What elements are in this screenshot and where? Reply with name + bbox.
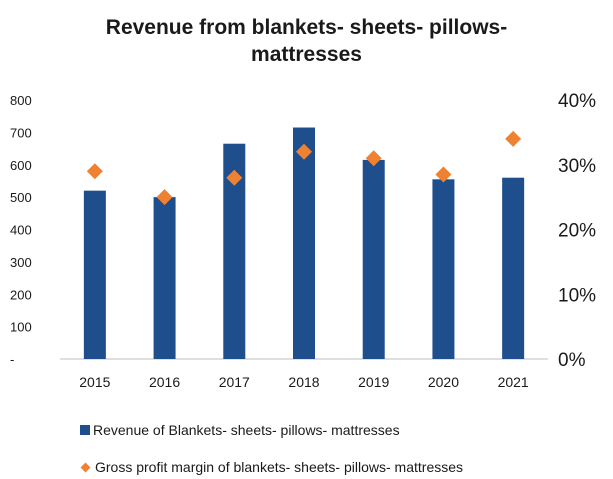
chart-title: Revenue from blankets- sheets- pillows- …: [0, 14, 613, 68]
legend-item-margin: Gross profit margin of blankets- sheets-…: [80, 459, 463, 475]
x-tick-label: 2016: [149, 374, 180, 390]
y-right-tick-label: 10%: [558, 285, 596, 306]
y-left-tick-label: -: [10, 352, 14, 367]
bar: [502, 177, 525, 359]
margin-point: [156, 189, 173, 206]
legend-item-revenue: Revenue of Blankets- sheets- pillows- ma…: [80, 422, 400, 438]
margin-point: [435, 166, 452, 183]
y-left-tick-label: 700: [10, 125, 32, 140]
margin-point: [365, 150, 382, 167]
x-tick-label: 2019: [358, 374, 389, 390]
y-right-tick-label: 30%: [558, 156, 596, 177]
bar: [83, 190, 106, 359]
x-tick-label: 2017: [219, 374, 250, 390]
y-left-tick-label: 100: [10, 320, 32, 335]
y-left-tick-label: 400: [10, 223, 32, 238]
x-tick-label: 2020: [428, 374, 459, 390]
bar: [223, 143, 246, 359]
y-left-tick-label: 500: [10, 190, 32, 205]
margin-point: [86, 163, 103, 180]
y-left-tick-label: 300: [10, 255, 32, 270]
bar: [432, 179, 455, 359]
margin-point: [226, 169, 243, 186]
y-left-tick-label: 800: [10, 93, 32, 108]
margin-point: [505, 130, 522, 147]
margin-point: [296, 143, 312, 160]
legend-swatch-diamond-icon: [80, 462, 91, 472]
legend-label-margin: Gross profit margin of blankets- sheets-…: [95, 459, 464, 475]
y-left-tick-label: 600: [10, 158, 32, 173]
legend-swatch-bar-icon: [80, 425, 90, 435]
x-tick-label: 2015: [79, 374, 110, 390]
legend-label-revenue: Revenue of Blankets- sheets- pillows- ma…: [93, 422, 400, 438]
bar: [362, 159, 385, 359]
y-right-tick-label: 0%: [558, 350, 586, 371]
chart-title-line-1: Revenue from blankets- sheets- pillows-: [105, 16, 508, 39]
x-tick-label: 2021: [498, 374, 529, 390]
y-right-tick-label: 20%: [558, 221, 596, 242]
y-left-tick-label: 200: [10, 287, 32, 302]
x-tick-label: 2018: [288, 374, 319, 390]
bar: [293, 127, 315, 359]
bar: [153, 197, 176, 359]
chart-title-line-2: mattresses: [251, 43, 362, 66]
y-right-tick-label: 40%: [558, 91, 596, 112]
